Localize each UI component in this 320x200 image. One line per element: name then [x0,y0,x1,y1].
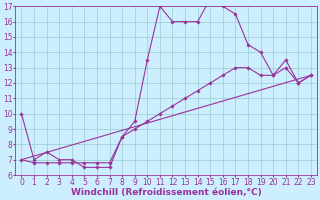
X-axis label: Windchill (Refroidissement éolien,°C): Windchill (Refroidissement éolien,°C) [71,188,261,197]
